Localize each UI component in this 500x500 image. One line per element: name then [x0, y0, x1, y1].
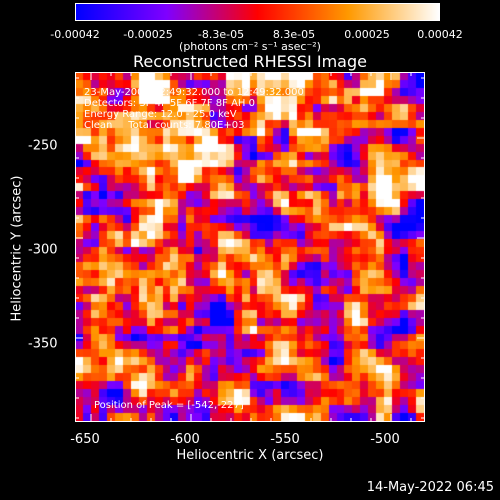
x-tick-label: -500 — [370, 432, 400, 447]
chart-title: Reconstructed RHESSI Image — [133, 52, 367, 71]
y-tick-label: -300 — [28, 242, 58, 258]
colorbar-unit-label: (photons cm⁻² s⁻¹ asec⁻²) — [179, 40, 321, 53]
x-axis-label: Heliocentric X (arcsec) — [176, 448, 324, 463]
plot-area: 23-May-2002 12:49:32.000 to 12:49:32.000… — [75, 72, 425, 422]
annotation-energy: Energy Range: 12.0 - 25.0 keV — [84, 109, 237, 120]
y-tick-label: -350 — [28, 336, 58, 352]
annotation-counts: Clean Total counts: 7.80E+03 — [84, 120, 245, 131]
colorbar-tick: -8.3e-05 — [197, 28, 245, 41]
colorbar-tick: -0.00025 — [123, 28, 173, 41]
x-tick-label: -650 — [70, 432, 100, 447]
heatmap-image — [76, 73, 424, 421]
peak-position-label: Position of Peak = [-542,-227] — [94, 400, 244, 411]
colorbar — [75, 3, 440, 21]
y-tick-label: -250 — [28, 138, 58, 154]
x-tick-label: -600 — [170, 432, 200, 447]
colorbar-tick: 0.00042 — [417, 28, 463, 41]
annotation-time: 23-May-2002 12:49:32.000 to 12:49:32.000 — [84, 87, 304, 98]
colorbar-tick: 8.3e-05 — [272, 28, 316, 41]
colorbar-tick: 0.00025 — [344, 28, 390, 41]
colorbar-tick: -0.00042 — [50, 28, 100, 41]
x-tick-label: -550 — [270, 432, 300, 447]
timestamp: 14-May-2022 06:45 — [366, 480, 494, 495]
annotation-detectors: Detectors: 3F 4F 5F 6F 7F 8F AH 0 — [84, 98, 255, 109]
y-axis-label: Heliocentric Y (arcsec) — [9, 175, 25, 322]
